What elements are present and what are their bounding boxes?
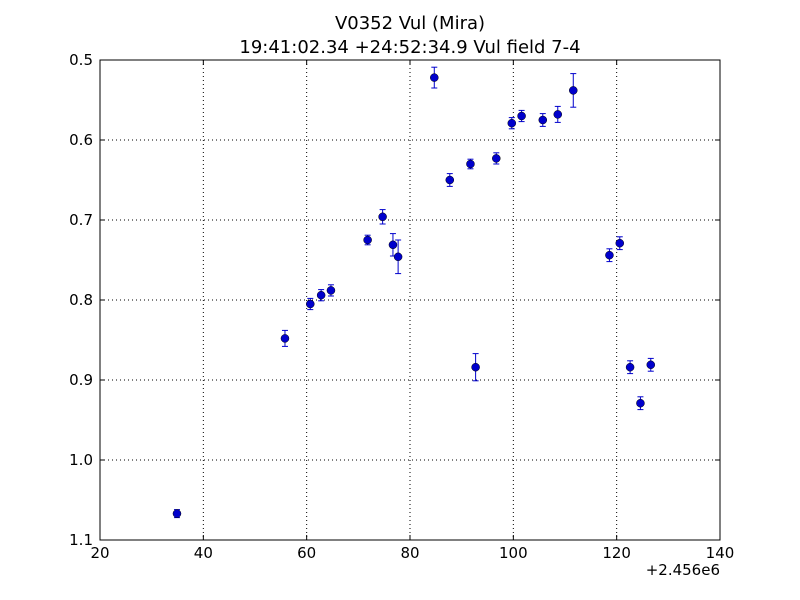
data-point	[363, 235, 372, 245]
data-point	[517, 111, 526, 121]
data-point	[430, 73, 439, 82]
grid	[100, 60, 720, 540]
data-point	[172, 509, 182, 518]
x-tick-label: 20	[90, 544, 109, 562]
x-tick-label: 40	[194, 544, 213, 562]
data-point	[280, 334, 290, 343]
data-point	[625, 362, 635, 372]
y-tick-label: 0.7	[69, 211, 93, 229]
tick-labels: 20 40 60 80 100 120 140 0.5 0.6 0.7 0.8 0.9 1.0 1.1	[69, 51, 734, 562]
data-point	[492, 154, 501, 163]
data-point	[306, 299, 315, 309]
x-tick-label: 100	[499, 544, 528, 562]
data-point	[445, 175, 455, 185]
data-point	[393, 252, 403, 262]
x-tick-label: 80	[400, 544, 419, 562]
chart-subtitle: 19:41:02.34 +24:52:34.9 Vul field 7-4	[239, 37, 580, 58]
data-point	[378, 212, 387, 222]
data-point	[388, 240, 398, 250]
data-point	[538, 115, 548, 125]
data-point	[605, 250, 614, 260]
x-offset-label: +2.456e6	[646, 561, 720, 579]
data-point	[646, 360, 656, 370]
plot-frame	[99, 59, 721, 541]
data-point	[326, 286, 336, 295]
y-tick-label: 1.1	[69, 531, 93, 549]
y-tick-label: 1.0	[69, 451, 93, 469]
data-point	[507, 118, 517, 128]
data-point	[316, 290, 326, 300]
y-tick-label: 0.8	[69, 291, 93, 309]
data-point	[471, 362, 480, 372]
data-point	[569, 86, 578, 95]
data-point	[466, 159, 475, 169]
x-tick-label: 120	[602, 544, 631, 562]
data-point	[636, 398, 645, 408]
chart-title: V0352 Vul (Mira)	[335, 13, 485, 34]
y-tick-label: 0.6	[69, 131, 93, 149]
x-tick-label: 140	[706, 544, 735, 562]
x-tick-label: 60	[297, 544, 316, 562]
y-tick-label: 0.5	[69, 51, 93, 69]
y-tick-label: 0.9	[69, 371, 93, 389]
data-points	[172, 73, 656, 518]
data-point	[615, 238, 625, 248]
data-point	[553, 110, 563, 119]
